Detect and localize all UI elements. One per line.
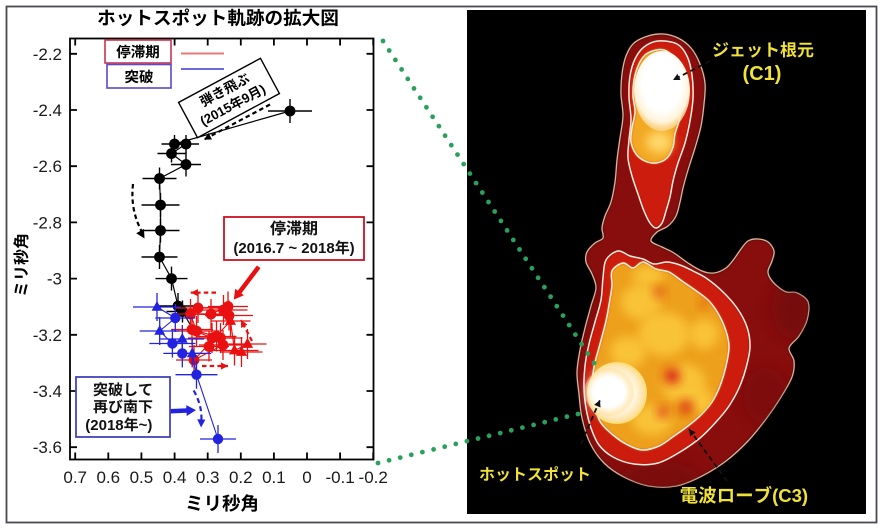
svg-text:-3.2: -3.2 <box>33 326 62 345</box>
svg-text:(C1): (C1) <box>743 63 782 85</box>
svg-text:0: 0 <box>302 468 311 487</box>
svg-text:0.2: 0.2 <box>229 468 253 487</box>
svg-text:-2.6: -2.6 <box>33 157 62 176</box>
svg-text:0.4: 0.4 <box>163 468 187 487</box>
svg-text:-0.2: -0.2 <box>359 468 388 487</box>
svg-text:(2016.7 ~ 2018: (2016.7 ~ 2018 <box>233 240 334 257</box>
svg-text:0.7: 0.7 <box>63 468 87 487</box>
svg-text:0.5: 0.5 <box>130 468 154 487</box>
svg-text:): ) <box>350 240 355 257</box>
svg-text:0.3: 0.3 <box>196 468 220 487</box>
svg-text:-2.2: -2.2 <box>33 45 62 64</box>
svg-text:(C3): (C3) <box>772 485 808 506</box>
svg-text:~): ~) <box>139 417 153 434</box>
svg-text:): ) <box>257 81 268 96</box>
svg-text:0.1: 0.1 <box>262 468 286 487</box>
svg-text:-3.6: -3.6 <box>33 438 62 457</box>
svg-text:-2.4: -2.4 <box>33 101 62 120</box>
svg-text:-3.4: -3.4 <box>33 382 62 401</box>
svg-text:0.6: 0.6 <box>96 468 120 487</box>
svg-text:(2018: (2018 <box>85 417 123 434</box>
svg-text:-2.8: -2.8 <box>33 213 62 232</box>
svg-text:-0.1: -0.1 <box>325 468 354 487</box>
svg-text:-3: -3 <box>47 270 62 289</box>
